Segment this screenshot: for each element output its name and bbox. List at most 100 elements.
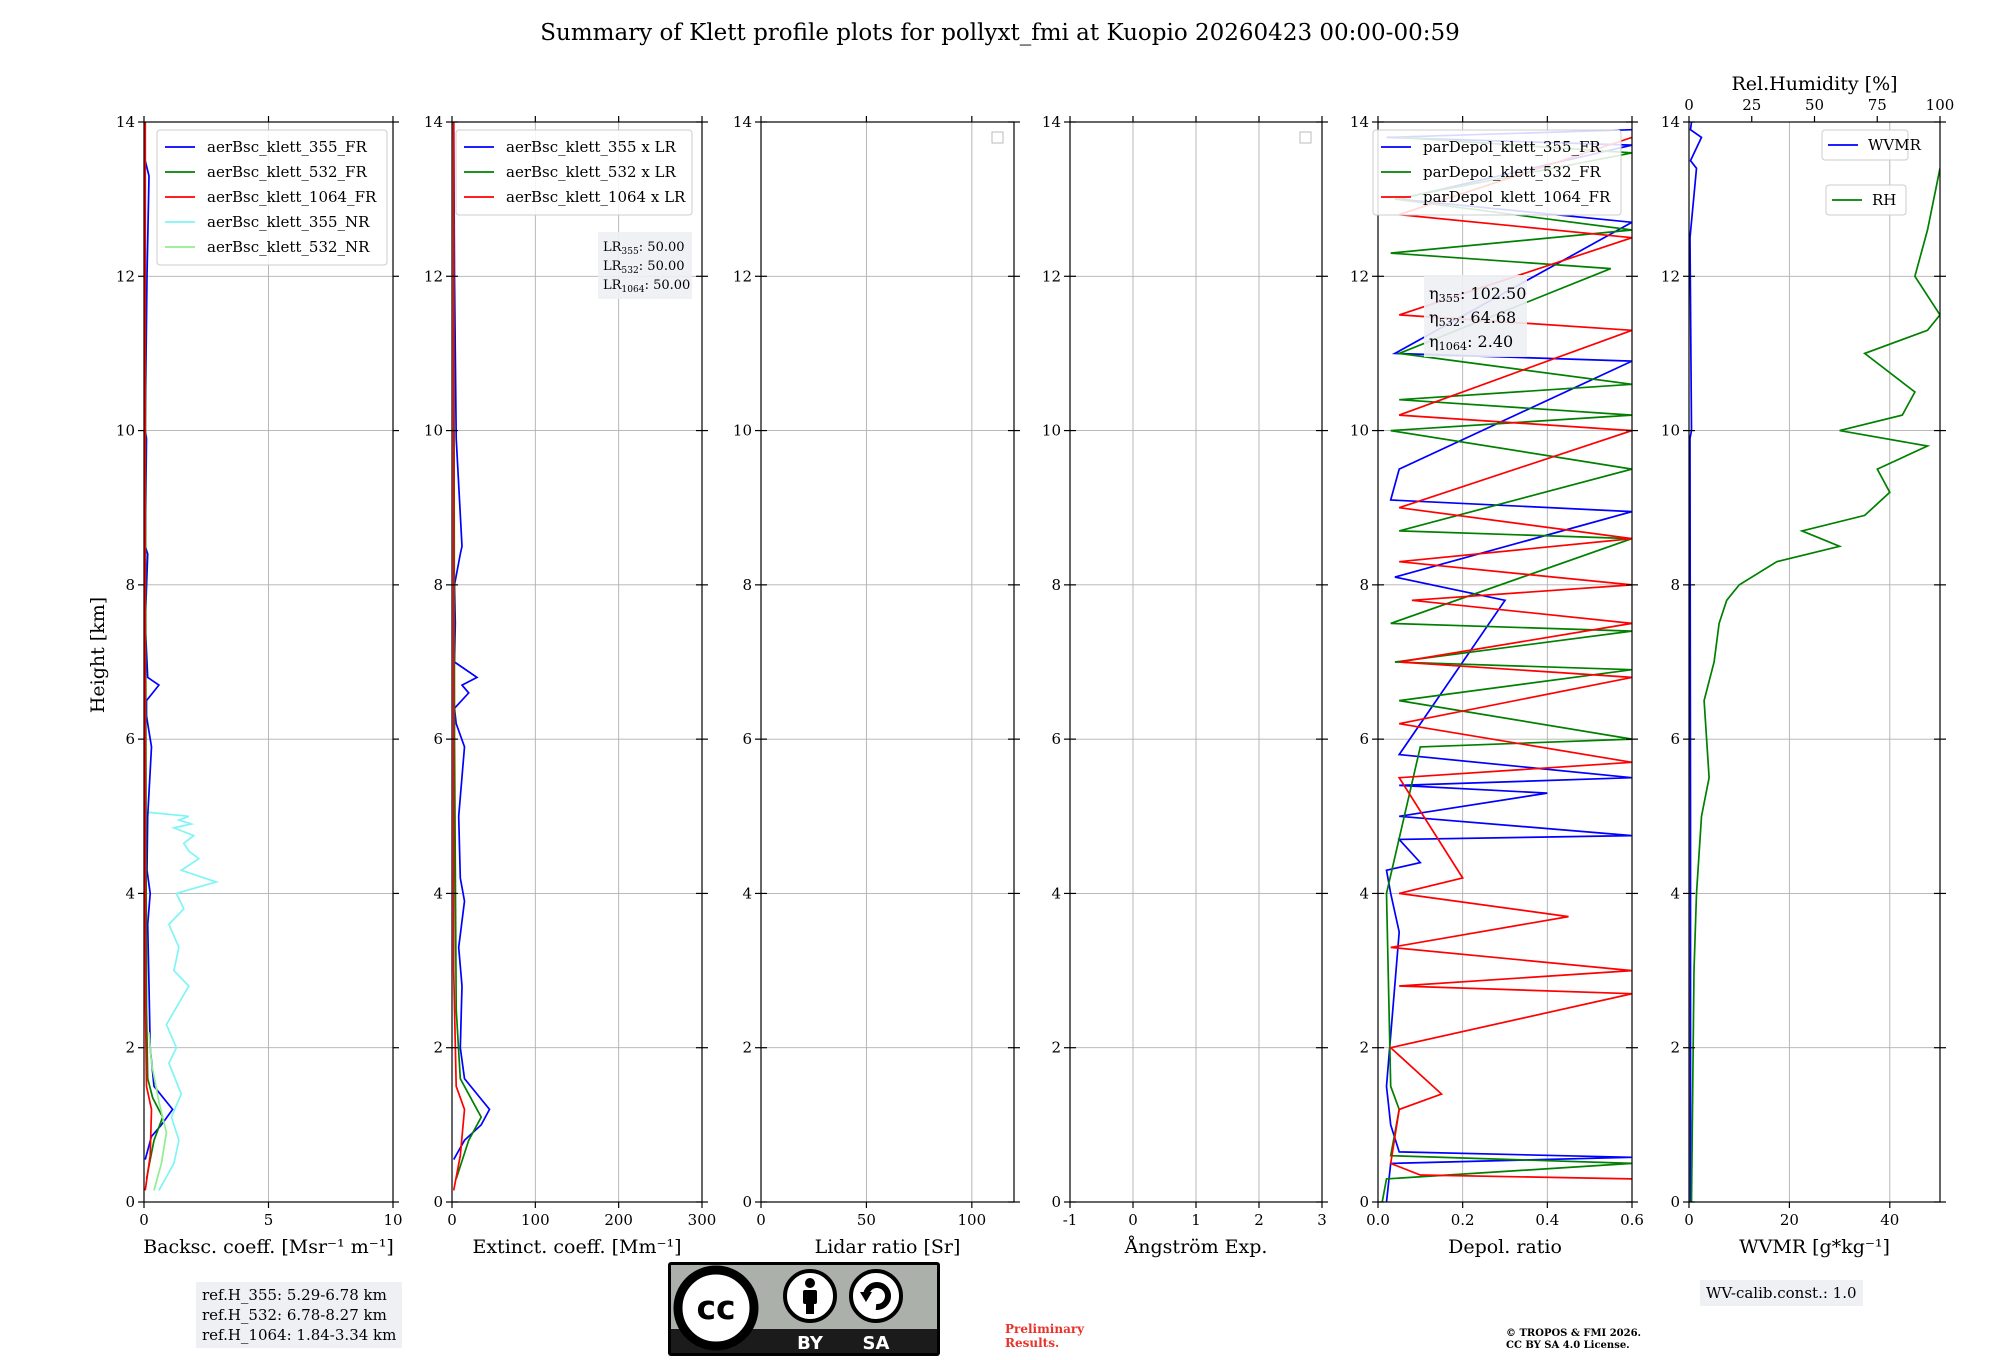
legend-entry: aerBsc_klett_355_NR xyxy=(207,213,370,231)
x2-tick-label: 0 xyxy=(1684,96,1694,114)
y-tick-label: 6 xyxy=(125,730,135,748)
legend: aerBsc_klett_355_FR aerBsc_klett_532_FRae… xyxy=(156,129,388,266)
x-tick-label: 40 xyxy=(1880,1211,1899,1229)
y-tick-label: 14 xyxy=(733,113,752,131)
y-tick-label: 0 xyxy=(1051,1193,1061,1211)
info-line: η1064: 2.40 xyxy=(1429,332,1513,353)
info-line: LR1064: 50.00 xyxy=(603,278,690,295)
legend: WVMR RH xyxy=(1821,129,1922,216)
x2-tick-label: 100 xyxy=(1926,96,1955,114)
legend: aerBsc_klett_355 x LR aerBsc_klett_532 x … xyxy=(455,129,693,216)
preliminary-line-2: Results. xyxy=(1005,1336,1060,1350)
y-tick-label: 2 xyxy=(1051,1039,1061,1057)
x-axis-label: Extinct. coeff. [Mm⁻¹] xyxy=(472,1236,681,1258)
share-alike-icon xyxy=(849,1269,903,1323)
x-tick-label: 5 xyxy=(264,1211,274,1229)
y-tick-label: 0 xyxy=(1670,1193,1680,1211)
series-aerBsc_klett_355_FR xyxy=(144,122,174,1160)
x-axis-label: Lidar ratio [Sr] xyxy=(815,1236,961,1258)
series-parDepol_klett_1064_FR xyxy=(1388,136,1632,1180)
y-axis-label: Height [km] xyxy=(87,597,109,713)
figure-title: Summary of Klett profile plots for polly… xyxy=(540,20,1460,46)
series-parDepol_klett_532_FR xyxy=(1381,136,1632,1202)
x-tick-label: 10 xyxy=(383,1211,402,1229)
legend-entry: parDepol_klett_1064_FR xyxy=(1423,188,1611,206)
copyright-line-1: © TROPOS & FMI 2026. xyxy=(1506,1328,1642,1339)
panel-1: 0 2 4 6 8 10 12 14 0 5 10 Backsc. coeff. [Msr⁻¹ m⁻¹… xyxy=(116,113,403,1258)
ref-height-box: ref.H_355: 5.29-6.78 km ref.H_532: 6.78-… xyxy=(196,1282,403,1348)
y-tick-label: 2 xyxy=(742,1039,752,1057)
license-badge: cc BY SA xyxy=(668,1262,940,1356)
x-tick-label: 0 xyxy=(1128,1211,1138,1229)
legend-entry: parDepol_klett_532_FR xyxy=(1423,163,1601,181)
legend-entry: RH xyxy=(1872,191,1896,209)
y-tick-label: 6 xyxy=(1670,730,1680,748)
y-tick-label: 4 xyxy=(125,884,135,902)
y-tick-label: 10 xyxy=(733,422,752,440)
x-tick-label: 300 xyxy=(688,1211,717,1229)
axes-frame xyxy=(1377,121,1633,1203)
y-tick-label: 6 xyxy=(1359,730,1369,748)
y-tick-label: 8 xyxy=(433,576,443,594)
y-tick-label: 8 xyxy=(742,576,752,594)
y-tick-label: 10 xyxy=(424,422,443,440)
x-tick-label: 0 xyxy=(756,1211,766,1229)
y-tick-label: 10 xyxy=(1042,422,1061,440)
axes-frame xyxy=(1688,121,1941,1203)
x-tick-label: 0 xyxy=(1684,1211,1694,1229)
y-tick-label: 14 xyxy=(1350,113,1369,131)
series-aerBsc_klett_532 x LR xyxy=(452,122,483,1180)
x-tick-label: 20 xyxy=(1780,1211,1799,1229)
x-tick-label: 0.2 xyxy=(1451,1211,1475,1229)
wv-calib-text: WV-calib.const.: 1.0 xyxy=(1706,1284,1857,1302)
y-tick-label: 12 xyxy=(733,267,752,285)
x-tick-label: 1 xyxy=(1191,1211,1201,1229)
series-aerBsc_klett_1064_FR xyxy=(144,122,153,1191)
ref-height-355: ref.H_355: 5.29-6.78 km xyxy=(202,1286,387,1304)
empty-legend xyxy=(991,131,1004,144)
y-tick-label: 10 xyxy=(116,422,135,440)
y-tick-label: 8 xyxy=(1359,576,1369,594)
y-tick-label: 12 xyxy=(1661,267,1680,285)
x-axis-label: Backsc. coeff. [Msr⁻¹ m⁻¹] xyxy=(143,1236,394,1258)
y-tick-label: 6 xyxy=(1051,730,1061,748)
x-tick-label: 100 xyxy=(521,1211,550,1229)
x-tick-label: 0.0 xyxy=(1366,1211,1390,1229)
wv-calib-box: WV-calib.const.: 1.0 xyxy=(1700,1280,1863,1306)
y-tick-label: 4 xyxy=(1359,884,1369,902)
legend-entry: aerBsc_klett_355 x LR xyxy=(506,138,677,156)
series-aerBsc_klett_1064 x LR xyxy=(452,122,466,1191)
x2-tick-label: 75 xyxy=(1868,96,1887,114)
x-tick-label: -1 xyxy=(1063,1211,1078,1229)
y-tick-label: 14 xyxy=(1042,113,1061,131)
series-aerBsc_klett_355_NR xyxy=(148,811,220,1191)
preliminary-line-1: Preliminary xyxy=(1005,1322,1085,1336)
info-line: LR355: 50.00 xyxy=(603,240,685,257)
copyright-line-2: CC BY SA 4.0 License. xyxy=(1506,1340,1630,1351)
y-tick-label: 10 xyxy=(1350,422,1369,440)
legend-entry: aerBsc_klett_355_FR xyxy=(207,138,367,156)
y-tick-label: 0 xyxy=(742,1193,752,1211)
license-sa-label: SA xyxy=(863,1333,890,1354)
legend-entry: aerBsc_klett_532_NR xyxy=(207,238,370,256)
info-box: LR355: 50.00 LR532: 50.00 LR1064: 50.00 xyxy=(598,232,692,299)
series-RH xyxy=(1690,168,1940,1202)
info-line: η355: 102.50 xyxy=(1429,284,1526,305)
info-line: η532: 64.68 xyxy=(1429,308,1516,329)
x-axis-label: Ångström Exp. xyxy=(1124,1236,1268,1258)
x-axis-label: Depol. ratio xyxy=(1448,1236,1562,1258)
x-tick-label: 200 xyxy=(604,1211,633,1229)
y-tick-label: 4 xyxy=(742,884,752,902)
legend-entry: parDepol_klett_355_FR xyxy=(1423,138,1601,156)
panel-3: 0 2 4 6 8 10 12 14 0 50 100 Lidar ratio [Sr] xyxy=(733,113,1020,1258)
x2-tick-label: 25 xyxy=(1742,96,1761,114)
y-tick-label: 2 xyxy=(125,1039,135,1057)
empty-legend xyxy=(1299,131,1312,144)
y-tick-label: 2 xyxy=(433,1039,443,1057)
x-tick-label: 100 xyxy=(958,1211,987,1229)
legend-entry: aerBsc_klett_532_FR xyxy=(207,163,367,181)
y-tick-label: 0 xyxy=(433,1193,443,1211)
y-tick-label: 14 xyxy=(424,113,443,131)
panel-2: 0 2 4 6 8 10 12 14 0 100 200 300 Extinct. coeff. [Mm… xyxy=(424,113,716,1258)
